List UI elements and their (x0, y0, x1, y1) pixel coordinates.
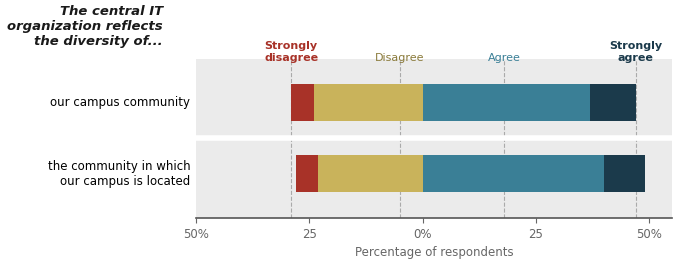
Bar (314, 84, 423, 121)
Text: Strongly
disagree: Strongly disagree (264, 41, 318, 63)
Bar (318, 155, 423, 193)
Bar (423, 84, 590, 121)
Text: Disagree: Disagree (375, 53, 425, 63)
Bar (604, 155, 645, 193)
Text: The central IT
organization reflects
the diversity of...: The central IT organization reflects the… (7, 5, 162, 48)
Bar (295, 155, 318, 193)
Bar (590, 84, 636, 121)
Bar (423, 155, 604, 193)
Text: Strongly
agree: Strongly agree (609, 41, 662, 63)
Text: Agree: Agree (488, 53, 521, 63)
Bar (291, 84, 314, 121)
X-axis label: Percentage of respondents: Percentage of respondents (355, 246, 513, 259)
